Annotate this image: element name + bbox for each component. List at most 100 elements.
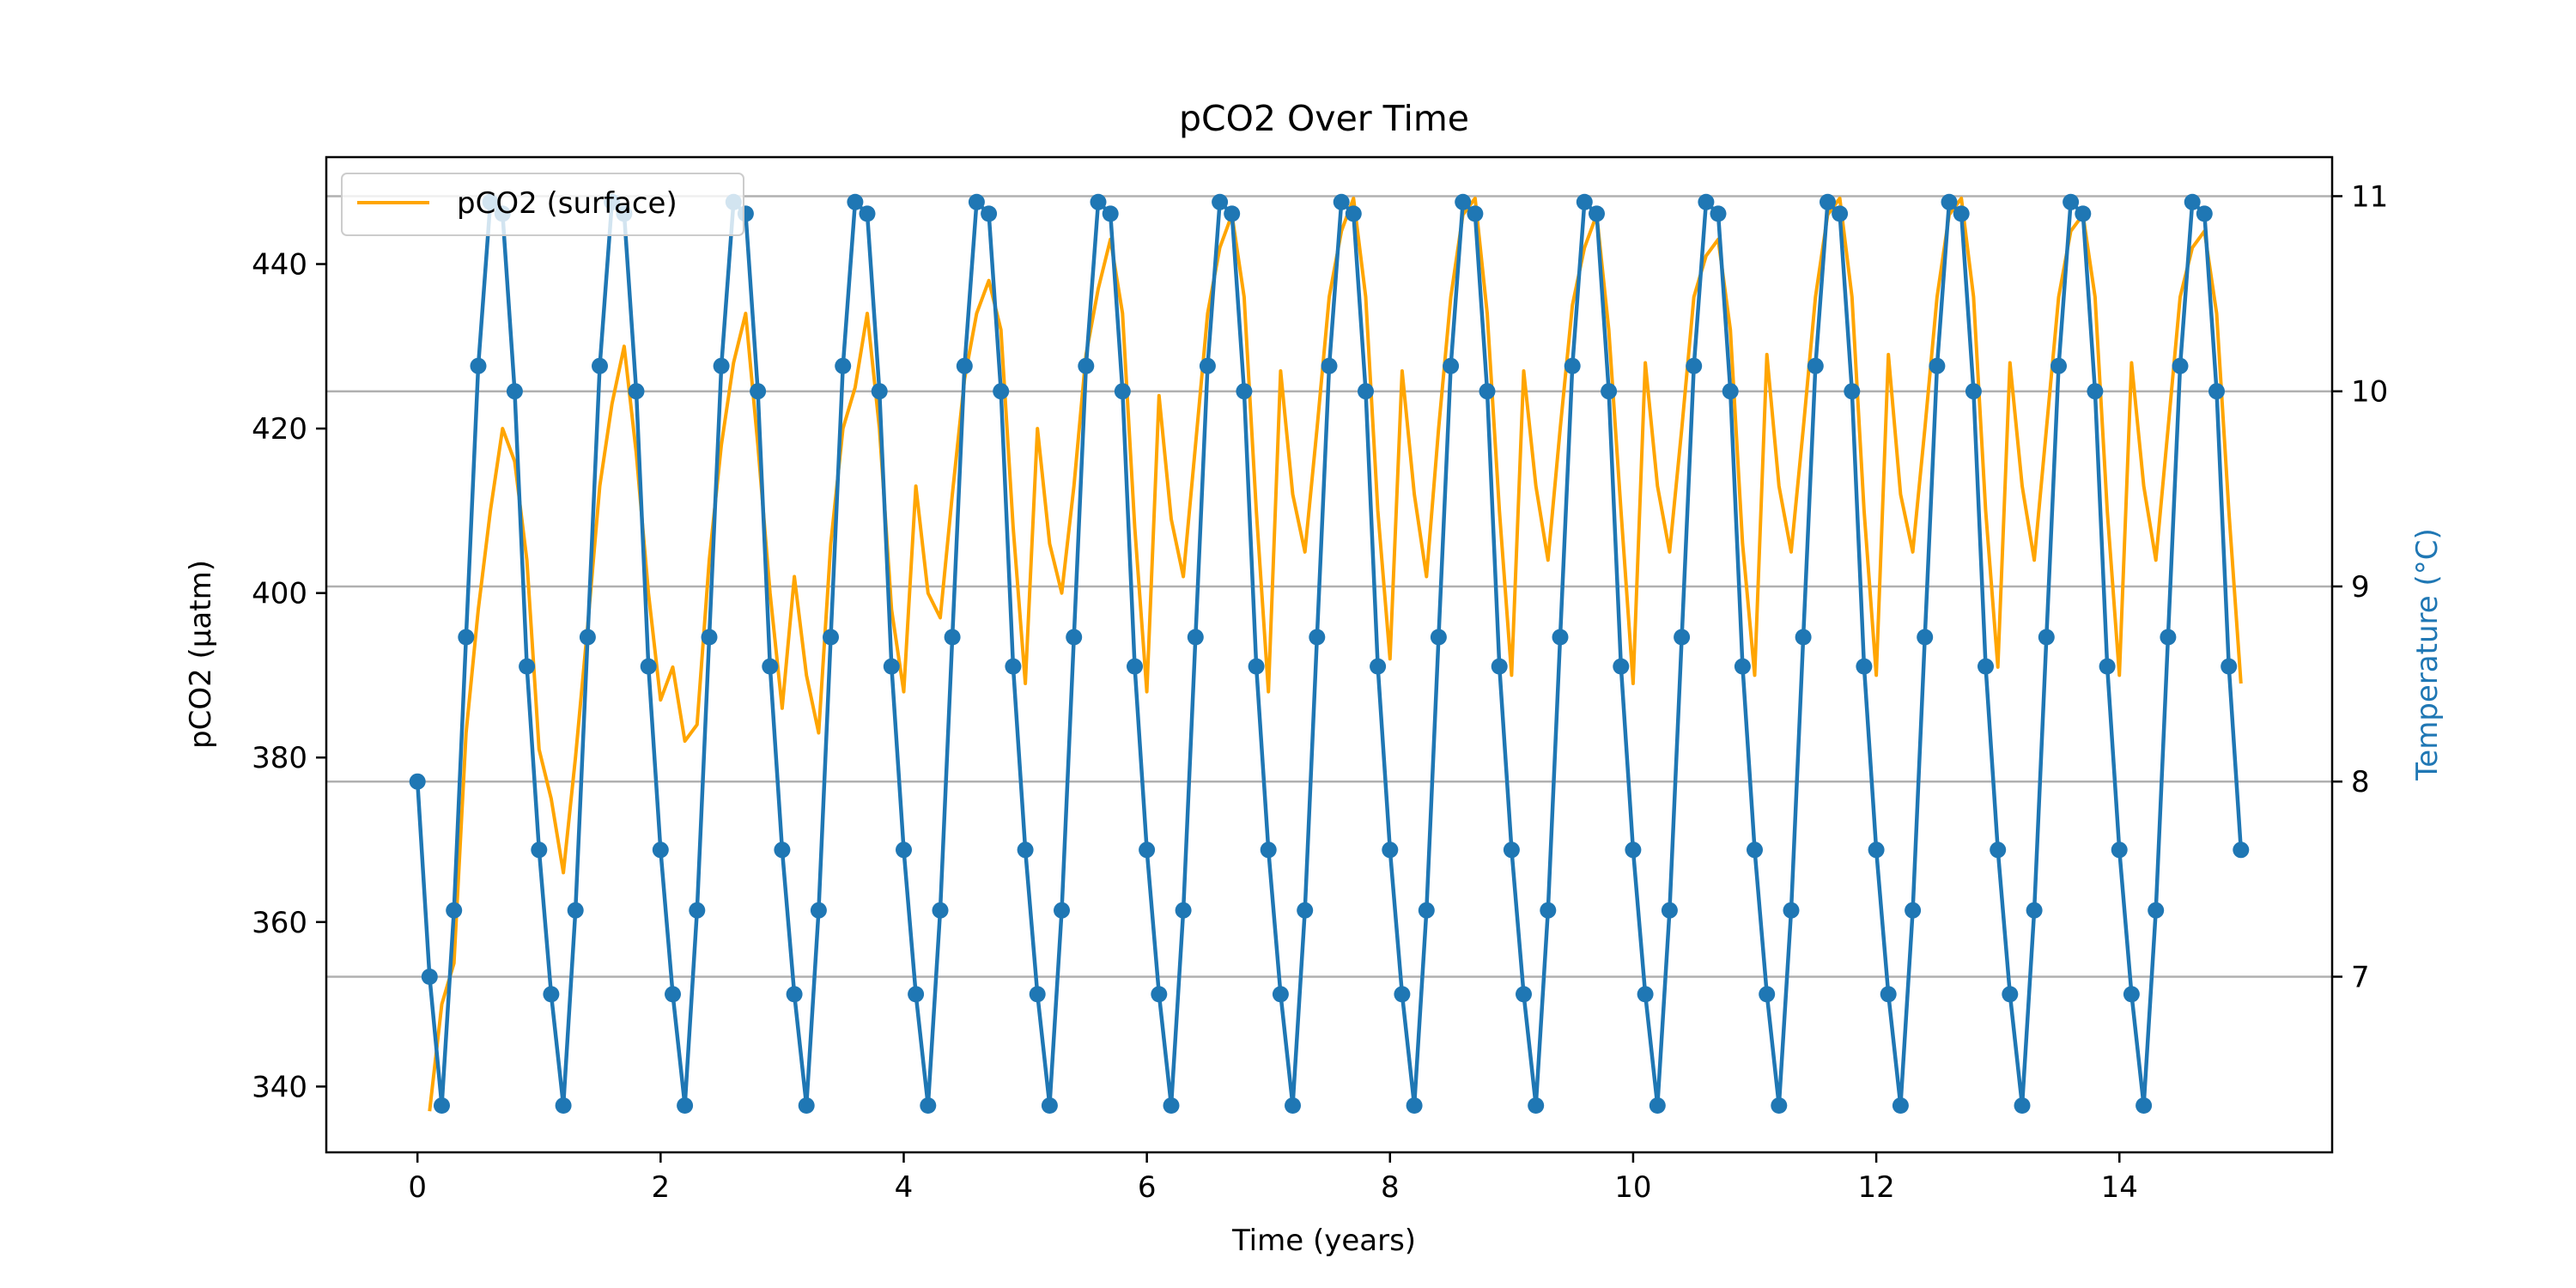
temperature-point <box>1248 658 1265 675</box>
temperature-point <box>1406 1097 1423 1114</box>
temperature-point <box>1029 986 1046 1003</box>
temperature-point <box>944 629 961 646</box>
temperature-point <box>1321 357 1338 374</box>
temperature-point <box>1625 841 1642 859</box>
x-tick-label: 10 <box>1614 1170 1651 1205</box>
temperature-point <box>531 841 548 859</box>
legend-box <box>341 173 744 236</box>
temperature-point <box>1127 658 1143 675</box>
temperature-point <box>1078 357 1095 374</box>
temperature-point <box>993 383 1010 400</box>
temperature-point <box>1686 357 1703 374</box>
temperature-point <box>689 902 706 919</box>
temperature-point <box>1856 658 1873 675</box>
temperature-point <box>1832 205 1849 222</box>
temperature-point <box>470 357 487 374</box>
temperature-point <box>1090 193 1107 210</box>
temperature-point <box>458 629 475 646</box>
y-tick-label: 380 <box>252 741 307 775</box>
y-tick-label: 400 <box>252 577 307 611</box>
plot-frame <box>325 155 2334 1154</box>
temperature-point <box>1929 357 1946 374</box>
y2-axis-ticks: 7 8 9 10 11 <box>2332 179 2388 994</box>
temperature-point <box>1601 383 1618 400</box>
temperature-point <box>701 629 718 646</box>
temperature-point <box>786 986 803 1003</box>
temperature-point <box>1382 841 1399 859</box>
temperature-point <box>1795 629 1812 646</box>
temperature-point <box>859 205 876 222</box>
temperature-point <box>1212 193 1229 210</box>
temperature-point <box>1747 841 1763 859</box>
temperature-point <box>1880 986 1897 1003</box>
x-tick-label: 2 <box>652 1170 671 1205</box>
temperature-point <box>1941 193 1958 210</box>
x-tick-label: 0 <box>408 1170 427 1205</box>
temperature-point <box>883 658 900 675</box>
legend: pCO2 (surface) <box>341 173 744 236</box>
temperature-point <box>1892 1097 1909 1114</box>
y-tick-label: 440 <box>252 248 307 283</box>
temperature-point <box>920 1097 937 1114</box>
temperature-point <box>1175 902 1192 919</box>
temperature-point <box>908 986 925 1003</box>
temperature-point <box>2233 841 2250 859</box>
x-axis-ticks: 0 2 4 6 8 10 12 14 <box>408 1152 2138 1205</box>
temperature-point <box>1285 1097 1301 1114</box>
x-tick-label: 12 <box>1857 1170 1894 1205</box>
temperature-point <box>1114 383 1131 400</box>
y2-tick-label: 8 <box>2351 765 2370 799</box>
temperature-point <box>2148 902 2165 919</box>
temperature-point <box>2026 902 2043 919</box>
temperature-point <box>1783 902 1800 919</box>
temperature-point <box>1370 658 1387 675</box>
temperature-point <box>1637 986 1654 1003</box>
temperature-point <box>2184 193 2201 210</box>
temperature-point <box>1297 902 1314 919</box>
temperature-point <box>1333 193 1350 210</box>
y2-tick-label: 10 <box>2351 375 2388 410</box>
x-tick-label: 4 <box>895 1170 914 1205</box>
temperature-point <box>1224 205 1241 222</box>
y-tick-label: 420 <box>252 412 307 447</box>
temperature-point <box>1965 383 1982 400</box>
temperature-point <box>1661 902 1678 919</box>
temperature-point <box>1552 629 1569 646</box>
temperature-point <box>628 383 645 400</box>
temperature-point <box>1589 205 1605 222</box>
temperature-point <box>1430 629 1447 646</box>
temperature-point <box>2014 1097 2031 1114</box>
temperature-point <box>1139 841 1156 859</box>
temperature-point <box>1236 383 1253 400</box>
temperature-point <box>434 1097 450 1114</box>
y2-tick-label: 11 <box>2351 179 2388 214</box>
temperature-point <box>1199 357 1216 374</box>
temperature-point <box>2160 629 2177 646</box>
temperature-point <box>1953 205 1970 222</box>
temperature-point <box>1613 658 1630 675</box>
temperature-point <box>2099 658 2116 675</box>
temperature-point <box>2111 841 2128 859</box>
temperature-point <box>1674 629 1691 646</box>
temperature-point <box>713 357 730 374</box>
chart-title: pCO2 Over Time <box>1179 98 1469 139</box>
temperature-point <box>798 1097 815 1114</box>
temperature-point <box>1041 1097 1058 1114</box>
x-axis-label: Time (years) <box>1231 1224 1416 1258</box>
temperature-point <box>1102 205 1119 222</box>
temperature-point <box>1516 986 1532 1003</box>
temperature-point <box>2196 205 2213 222</box>
temperature-point <box>1358 383 1374 400</box>
temperature-point <box>2050 357 2067 374</box>
y-tick-label: 360 <box>252 906 307 940</box>
temperature-point <box>871 383 888 400</box>
y2-tick-label: 9 <box>2351 570 2370 605</box>
temperature-point <box>1905 902 1922 919</box>
temperature-point <box>640 658 657 675</box>
temperature-point <box>896 841 912 859</box>
temperature-point <box>750 383 767 400</box>
temperature-point <box>567 902 584 919</box>
temperature-point <box>1564 357 1581 374</box>
temperature-point <box>1163 1097 1180 1114</box>
